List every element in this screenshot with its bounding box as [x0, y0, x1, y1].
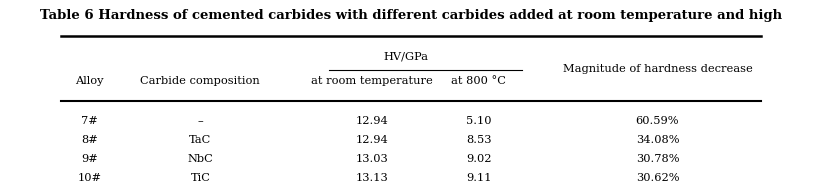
Text: NbC: NbC	[187, 154, 213, 164]
Text: 9.02: 9.02	[466, 154, 492, 164]
Text: at 800 °C: at 800 °C	[451, 76, 506, 86]
Text: 9.11: 9.11	[466, 173, 492, 183]
Text: 12.94: 12.94	[355, 135, 388, 145]
Text: 60.59%: 60.59%	[635, 116, 679, 126]
Text: 10#: 10#	[77, 173, 102, 183]
Text: TaC: TaC	[189, 135, 211, 145]
Text: –: –	[197, 116, 203, 126]
Text: Carbide composition: Carbide composition	[141, 76, 261, 86]
Text: 9#: 9#	[81, 154, 98, 164]
Text: 8.53: 8.53	[466, 135, 492, 145]
Text: 34.08%: 34.08%	[635, 135, 679, 145]
Text: Table 6 Hardness of cemented carbides with different carbides added at room temp: Table 6 Hardness of cemented carbides wi…	[40, 9, 782, 22]
Text: 8#: 8#	[81, 135, 98, 145]
Text: Alloy: Alloy	[76, 76, 104, 86]
Text: 5.10: 5.10	[466, 116, 492, 126]
Text: TiC: TiC	[191, 173, 210, 183]
Text: HV/GPa: HV/GPa	[384, 52, 428, 62]
Text: 12.94: 12.94	[355, 116, 388, 126]
Text: at room temperature: at room temperature	[311, 76, 432, 86]
Text: 30.62%: 30.62%	[635, 173, 679, 183]
Text: Magnitude of hardness decrease: Magnitude of hardness decrease	[562, 64, 752, 74]
Text: 13.13: 13.13	[355, 173, 388, 183]
Text: 30.78%: 30.78%	[635, 154, 679, 164]
Text: 13.03: 13.03	[355, 154, 388, 164]
Text: 7#: 7#	[81, 116, 98, 126]
